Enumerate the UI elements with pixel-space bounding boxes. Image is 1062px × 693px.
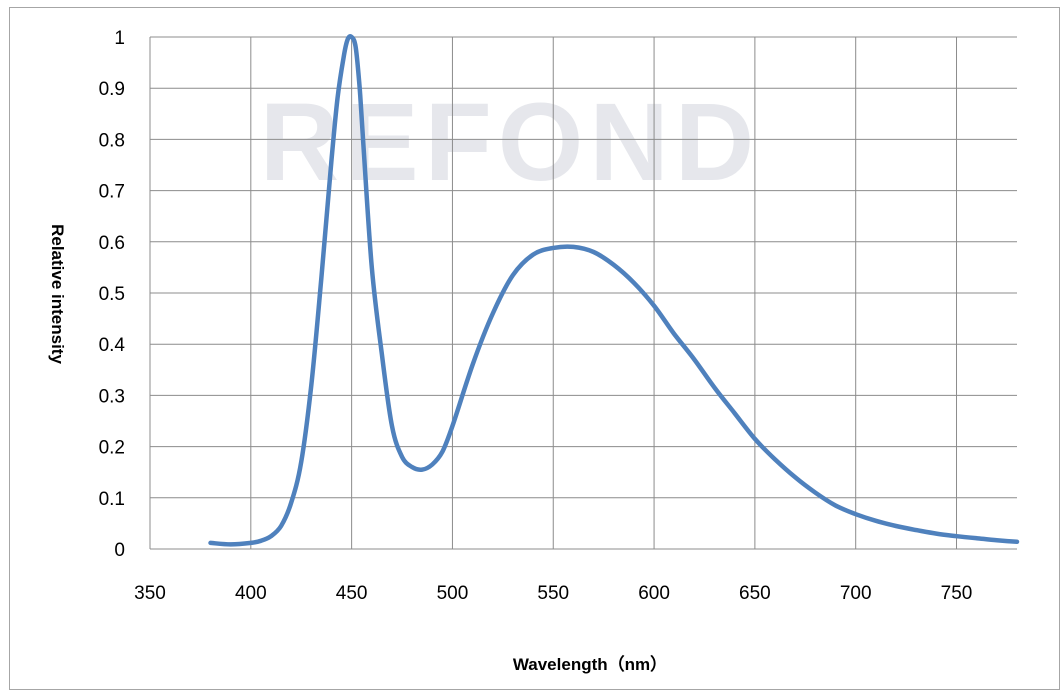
x-axis-title: Wavelength（nm） — [513, 654, 667, 674]
grid — [149, 36, 1017, 550]
x-tick-label: 550 — [537, 583, 569, 604]
x-tick-label: 700 — [840, 583, 872, 604]
y-tick-label: 0.4 — [99, 335, 126, 356]
y-tick-labels: 0 0.1 0.2 0.3 0.4 0.5 0.6 0.7 0.8 0.9 1 — [99, 28, 126, 561]
y-tick-label: 0.3 — [99, 386, 125, 407]
x-tick-label: 450 — [336, 583, 368, 604]
y-tick-label: 1 — [114, 28, 125, 49]
y-tick-label: 0.6 — [99, 233, 125, 254]
chart-frame — [9, 7, 1060, 690]
y-tick-label: 0 — [114, 540, 125, 561]
y-tick-label: 0.1 — [99, 489, 125, 510]
y-tick-label: 0.9 — [99, 79, 125, 100]
y-tick-label: 0.5 — [99, 284, 125, 305]
x-tick-labels: 350 400 450 500 550 600 650 700 750 — [134, 583, 972, 604]
x-tick-label: 650 — [739, 583, 771, 604]
y-tick-label: 0.7 — [99, 182, 125, 203]
spectrum-line — [208, 34, 1020, 547]
x-tick-label: 600 — [638, 583, 670, 604]
y-tick-label: 0.8 — [99, 130, 125, 151]
x-tick-label: 750 — [941, 583, 973, 604]
x-tick-label: 500 — [437, 583, 469, 604]
x-tick-label: 400 — [235, 583, 267, 604]
watermark-text: REFOND — [260, 81, 760, 204]
x-tick-label: 350 — [134, 583, 166, 604]
y-axis-title: Relative intensity — [48, 224, 67, 364]
series-group — [208, 34, 1020, 547]
y-tick-label: 0.2 — [99, 438, 125, 459]
